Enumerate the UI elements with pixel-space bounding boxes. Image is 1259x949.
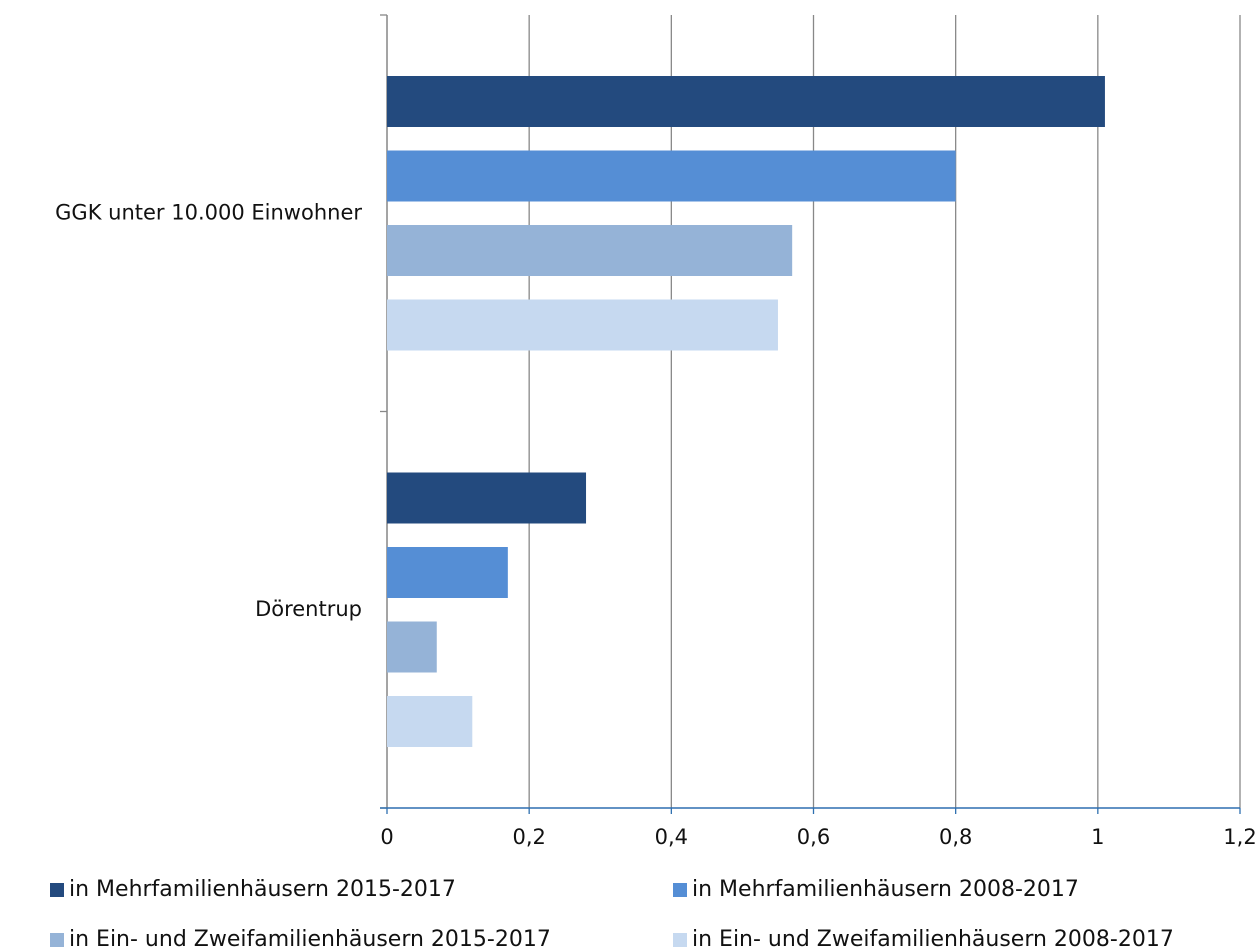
- legend-swatch: [673, 933, 687, 947]
- bar: [387, 76, 1105, 127]
- x-tick-label: 0: [380, 825, 393, 849]
- bar: [387, 621, 437, 673]
- legend-label: in Ein- und Zweifamilienhäusern 2008-201…: [692, 927, 1174, 949]
- legend-label: in Mehrfamilienhäusern 2008-2017: [692, 877, 1079, 902]
- x-tick-label: 0,2: [512, 825, 545, 849]
- bar: [387, 472, 587, 524]
- legend-label: in Mehrfamilienhäusern 2015-2017: [69, 877, 456, 902]
- bar: [387, 547, 508, 598]
- legend-swatch: [673, 883, 687, 897]
- bar: [387, 225, 793, 276]
- y-tick-label: Dörentrup: [255, 597, 362, 621]
- legend-label: in Ein- und Zweifamilienhäusern 2015-201…: [69, 927, 551, 949]
- y-tick-label: GGK unter 10.000 Einwohner: [55, 200, 362, 224]
- x-tick-label: 1,2: [1223, 825, 1256, 849]
- x-tick-label: 0,4: [655, 825, 688, 849]
- bar: [387, 696, 473, 747]
- bar: [387, 299, 778, 351]
- legend-swatch: [50, 883, 64, 897]
- legend-swatch: [50, 933, 64, 947]
- x-tick-label: 0,8: [939, 825, 972, 849]
- x-tick-label: 1: [1091, 825, 1104, 849]
- bar: [387, 150, 956, 202]
- x-tick-label: 0,6: [797, 825, 830, 849]
